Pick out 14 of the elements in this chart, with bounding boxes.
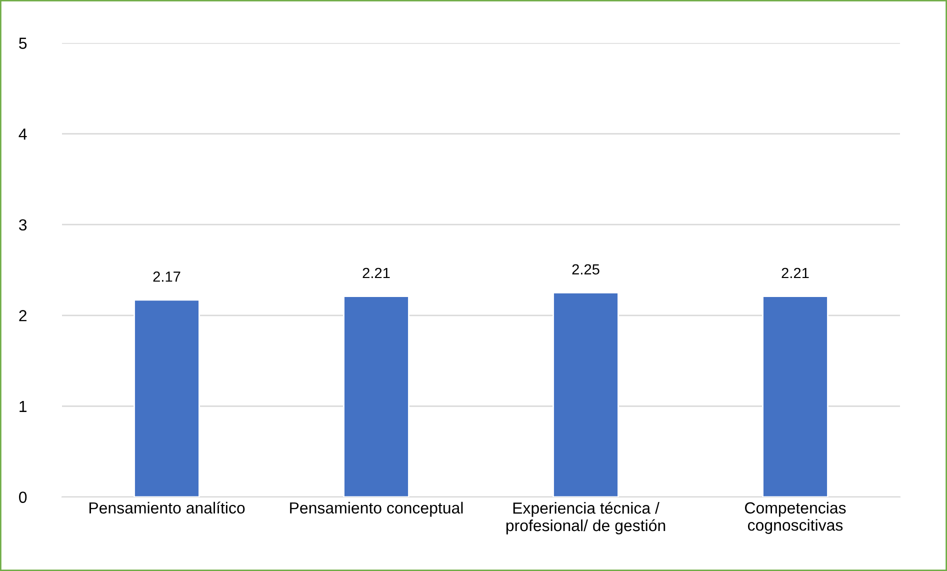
data-label: 2.21 — [362, 268, 390, 278]
y-tick-label: 3 — [19, 219, 27, 231]
data-label: 2.21 — [782, 268, 809, 278]
x-tick-label: Competencias cognoscitivas — [745, 502, 846, 534]
y-tick-label: 1 — [20, 401, 26, 412]
x-tick-label: Experiencia técnica / profesional/ de gestión — [506, 502, 666, 534]
data-label: 2.25 — [572, 264, 600, 275]
y-tick-label: 0 — [19, 492, 27, 503]
x-tick-label: Pensamiento analítico — [89, 502, 245, 514]
y-tick-label: 4 — [18, 128, 27, 140]
data-label: 2.17 — [153, 271, 180, 282]
x-tick-label: Pensamiento conceptual — [290, 502, 463, 517]
y-tick-label: 5 — [19, 38, 27, 49]
y-tick-label: 2 — [19, 310, 26, 322]
